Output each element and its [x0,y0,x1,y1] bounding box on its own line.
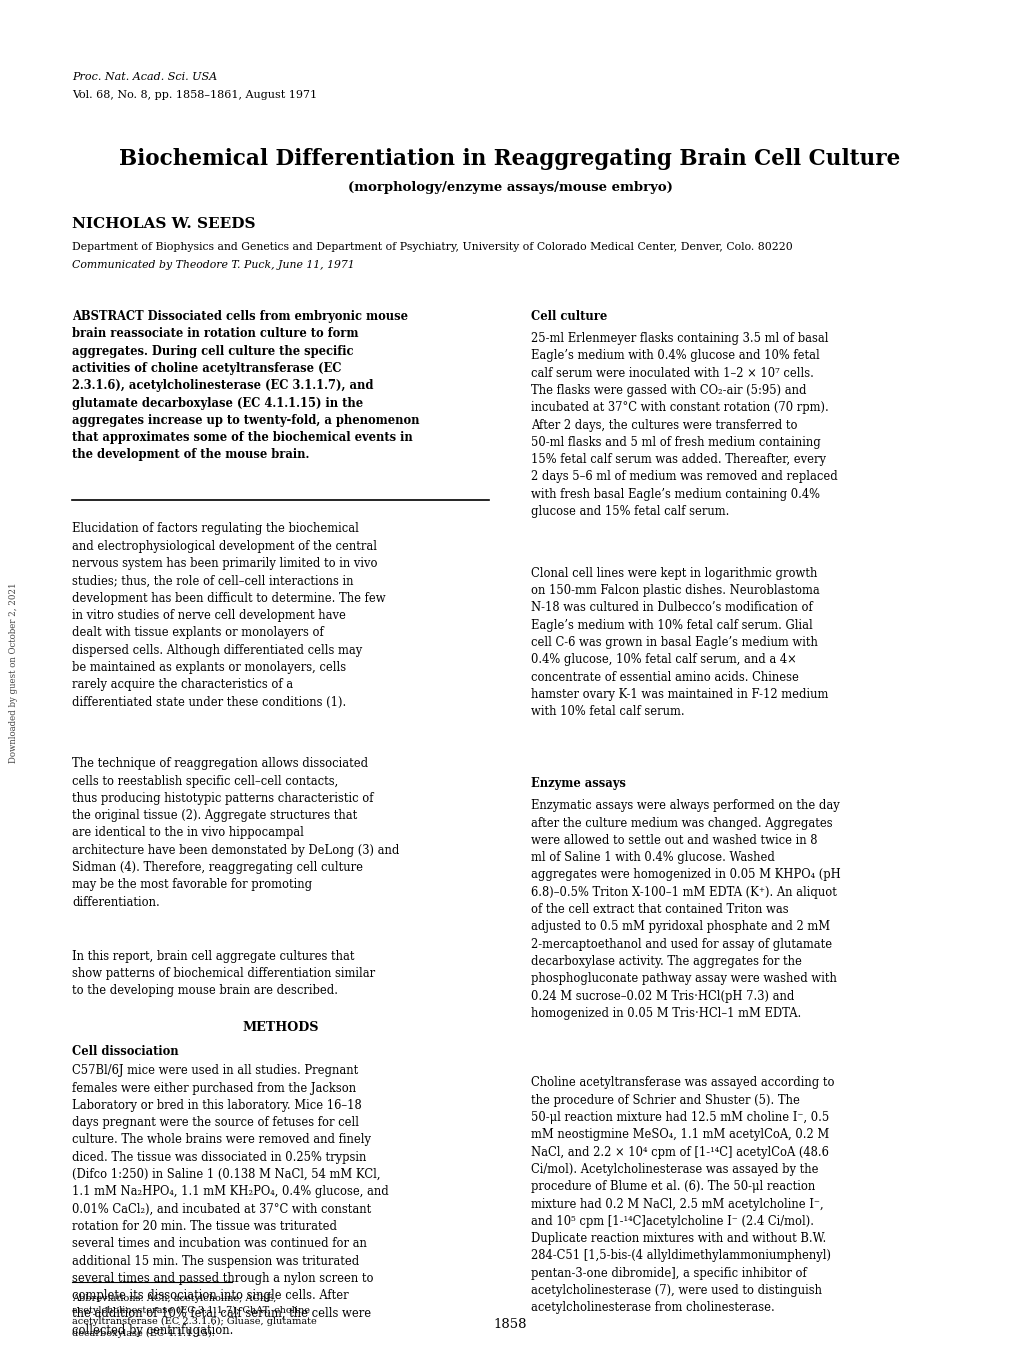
Text: Downloaded by guest on October 2, 2021: Downloaded by guest on October 2, 2021 [9,583,18,763]
Text: 25-ml Erlenmeyer flasks containing 3.5 ml of basal
Eagle’s medium with 0.4% gluc: 25-ml Erlenmeyer flasks containing 3.5 m… [531,332,837,518]
Text: 1858: 1858 [493,1318,526,1331]
Text: Vol. 68, No. 8, pp. 1858–1861, August 1971: Vol. 68, No. 8, pp. 1858–1861, August 19… [72,90,317,101]
Text: Enzyme assays: Enzyme assays [531,777,626,790]
Text: In this report, brain cell aggregate cultures that
show patterns of biochemical : In this report, brain cell aggregate cul… [72,950,375,997]
Text: Abbreviations: ACh, acetylcholine; AChE,
acetylcholinesterase (EC 3.1.1.7); ChAT: Abbreviations: ACh, acetylcholine; AChE,… [72,1294,317,1338]
Text: ABSTRACT Dissociated cells from embryonic mouse
brain reassociate in rotation cu: ABSTRACT Dissociated cells from embryoni… [72,310,419,462]
Text: Proc. Nat. Acad. Sci. USA: Proc. Nat. Acad. Sci. USA [72,71,217,82]
Text: C57Bl/6J mice were used in all studies. Pregnant
females were either purchased f: C57Bl/6J mice were used in all studies. … [72,1065,388,1337]
Text: Elucidation of factors regulating the biochemical
and electrophysiological devel: Elucidation of factors regulating the bi… [72,522,385,708]
Text: Biochemical Differentiation in Reaggregating Brain Cell Culture: Biochemical Differentiation in Reaggrega… [119,148,900,171]
Text: Choline acetyltransferase was assayed according to
the procedure of Schrier and : Choline acetyltransferase was assayed ac… [531,1077,834,1314]
Text: NICHOLAS W. SEEDS: NICHOLAS W. SEEDS [72,218,255,232]
Text: METHODS: METHODS [243,1022,319,1034]
Text: The technique of reaggregation allows dissociated
cells to reestablish specific : The technique of reaggregation allows di… [72,758,399,909]
Text: Cell culture: Cell culture [531,310,606,323]
Text: Cell dissociation: Cell dissociation [72,1046,178,1058]
Text: Communicated by Theodore T. Puck, June 11, 1971: Communicated by Theodore T. Puck, June 1… [72,260,355,271]
Text: Enzymatic assays were always performed on the day
after the culture medium was c: Enzymatic assays were always performed o… [531,800,840,1020]
Text: (morphology/enzyme assays/mouse embryo): (morphology/enzyme assays/mouse embryo) [347,182,672,195]
Text: Clonal cell lines were kept in logarithmic growth
on 150-mm Falcon plastic dishe: Clonal cell lines were kept in logarithm… [531,567,827,719]
Text: Department of Biophysics and Genetics and Department of Psychiatry, University o: Department of Biophysics and Genetics an… [72,241,792,252]
